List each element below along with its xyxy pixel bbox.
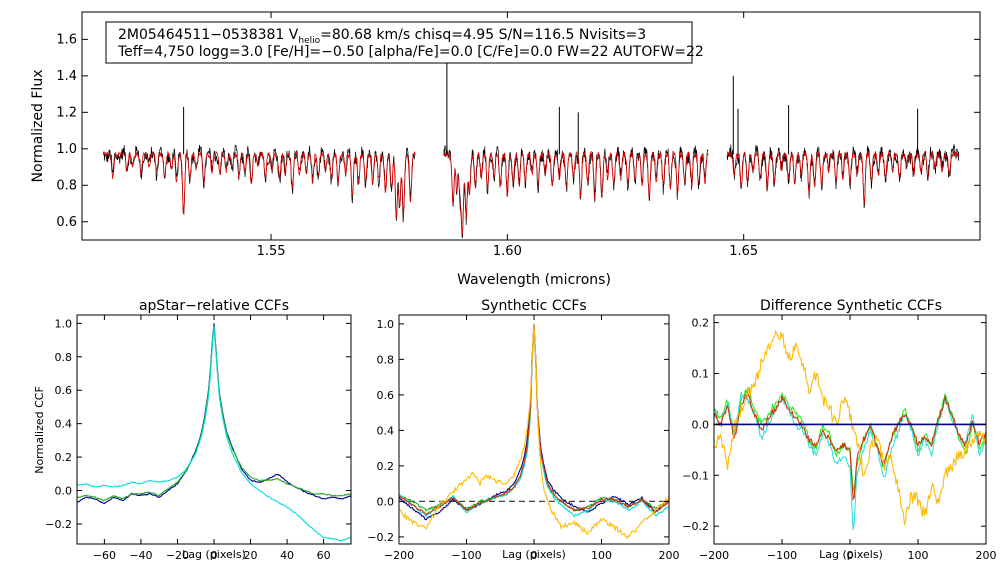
difference-ccf-x-tick-label: 0 — [847, 549, 854, 562]
synthetic-ccf-series-template — [398, 324, 670, 540]
synthetic-ccf-series-visit-3 — [398, 327, 670, 518]
model-spectrum-chip-3 — [726, 150, 960, 205]
synthetic-ccf-x-label: Lag (pixels) — [502, 548, 566, 561]
difference-ccf-x-tick-label: −100 — [767, 549, 797, 562]
synthetic-ccf-y-tick-label: 0.2 — [377, 460, 395, 473]
apstar-ccf-y-tick-label: 0.2 — [55, 451, 73, 464]
difference-ccf-series-visit-3 — [713, 392, 987, 530]
spectrum-x-tick-label: 1.55 — [257, 244, 286, 259]
apstar-ccf-y-tick-label: 0.6 — [55, 384, 73, 397]
difference-ccf-y-tick-label: 0.1 — [692, 368, 710, 381]
synthetic-ccf-x-tick-label: 200 — [659, 549, 680, 562]
apstar-ccf-title: apStar−relative CCFs — [139, 298, 289, 314]
apstar-ccf-x-label: Lag (pixels) — [182, 548, 246, 561]
apstar-ccf-x-tick-label: 0 — [211, 549, 218, 562]
annotation-star-id: 2M05464511−0538381 V — [118, 27, 299, 43]
difference-ccf-x-label: Lag (pixels) — [819, 548, 883, 561]
apstar-ccf-y-tick-label: 0.4 — [55, 418, 73, 431]
apstar-ccf-x-tick-label: 20 — [244, 549, 258, 562]
difference-ccf-plot-area — [713, 329, 987, 530]
spectrum-plot-frame — [81, 11, 981, 241]
apstar-ccf-panel: apStar−relative CCFs −60 −40 −20 0 20 40 60 −0.… — [33, 298, 352, 562]
spectrum-y-tick-label: 1.6 — [56, 32, 77, 47]
difference-ccf-frame — [713, 314, 987, 545]
difference-ccf-y-tick-label: 0.2 — [692, 317, 710, 330]
difference-ccf-y-tick-label: 0.0 — [692, 418, 710, 431]
synthetic-ccf-series-visit-1 — [398, 323, 670, 521]
synthetic-ccf-x-tick-label: −200 — [384, 549, 414, 562]
model-spectrum-chip-2 — [443, 150, 709, 235]
difference-ccf-panel: Difference Synthetic CCFs −200 −100 0 100 20… — [682, 298, 996, 562]
spectrum-annotation-box — [105, 21, 693, 64]
synthetic-ccf-x-tick-label: −100 — [451, 549, 481, 562]
difference-ccf-x-tick-label: −200 — [699, 549, 729, 562]
spectrum-x-label: Wavelength (microns) — [457, 272, 611, 288]
synthetic-ccf-ticks: −200 −100 0 100 200 −0.2 0.0 0.2 0.4 0.6 0.8 1.0 — [367, 315, 680, 562]
synthetic-ccf-series-visit-2 — [398, 325, 670, 512]
apstar-ccf-x-tick-label: 60 — [317, 549, 331, 562]
synthetic-ccf-series-combined — [398, 323, 670, 516]
difference-ccf-series-combined — [713, 391, 987, 501]
difference-ccf-y-tick-label: −0.1 — [682, 469, 709, 482]
spectrum-ticks: 1.55 1.60 1.65 0.6 0.8 1.0 1.2 1.4 1.6 — [56, 12, 980, 259]
spectrum-x-tick-label: 1.65 — [729, 244, 758, 259]
synthetic-ccf-y-tick-label: 0.8 — [377, 353, 395, 366]
apstar-ccf-y-tick-label: −0.2 — [45, 518, 72, 531]
synthetic-ccf-y-tick-label: 0.0 — [377, 495, 395, 508]
difference-ccf-series-template — [713, 329, 987, 527]
spectrum-x-tick-label: 1.60 — [493, 244, 522, 259]
apstar-ccf-x-tick-label: −20 — [166, 549, 189, 562]
synthetic-ccf-y-tick-label: −0.2 — [367, 531, 394, 544]
apstar-ccf-series-visit-2 — [76, 325, 352, 502]
synthetic-ccf-x-tick-label: 0 — [531, 549, 538, 562]
difference-ccf-ticks: −200 −100 0 100 200 −0.2 −0.1 0.0 0.1 0.2 — [682, 315, 997, 562]
apstar-ccf-x-tick-label: −60 — [93, 549, 116, 562]
apstar-ccf-y-tick-label: 0.8 — [55, 351, 73, 364]
apstar-ccf-ticks: −60 −40 −20 0 20 40 60 −0.2 0.0 0.2 0.4 0.6 0.8 1.0 — [45, 315, 351, 562]
apstar-ccf-y-label: Normalized CCF — [33, 386, 46, 474]
difference-ccf-x-tick-label: 100 — [908, 549, 929, 562]
difference-ccf-y-tick-label: −0.2 — [682, 520, 709, 533]
spectrum-y-tick-label: 1.0 — [56, 142, 77, 157]
apstar-ccf-plot-area — [76, 323, 352, 542]
apstar-ccf-y-tick-label: 0.0 — [55, 485, 73, 498]
spectrum-y-tick-label: 1.2 — [56, 105, 77, 120]
difference-ccf-x-tick-label: 200 — [976, 549, 997, 562]
apstar-ccf-y-tick-label: 1.0 — [55, 317, 73, 330]
spectrum-y-tick-label: 0.8 — [56, 178, 77, 193]
synthetic-ccf-y-tick-label: 1.0 — [377, 318, 395, 331]
apstar-ccf-frame — [76, 314, 352, 545]
spectrum-plot-area — [102, 39, 960, 239]
annotation-vhelio-subscript: helio — [298, 36, 320, 46]
difference-ccf-title: Difference Synthetic CCFs — [760, 298, 942, 314]
apstar-ccf-x-tick-label: 40 — [280, 549, 294, 562]
spectrum-y-tick-label: 1.4 — [56, 69, 77, 84]
apstar-ccf-x-tick-label: −40 — [129, 549, 152, 562]
synthetic-ccf-x-tick-label: 100 — [591, 549, 612, 562]
synthetic-ccf-title: Synthetic CCFs — [481, 298, 586, 314]
apstar-ccf-series-visit-3 — [76, 326, 352, 542]
spectrum-panel: 1.55 1.60 1.65 0.6 0.8 1.0 1.2 1.4 1.6 2M0546451… — [30, 11, 981, 288]
spectrum-annotation-line-2: Teff=4,750 logg=3.0 [Fe/H]=−0.50 [alpha/… — [117, 44, 704, 60]
synthetic-ccf-panel: Synthetic CCFs −200 −100 0 100 200 −0.2 0.0 0.2… — [367, 298, 679, 562]
spectrum-annotation-line-1: 2M05464511−0538381 Vhelio=80.68 km/s chi… — [118, 27, 646, 46]
synthetic-ccf-y-tick-label: 0.6 — [377, 389, 395, 402]
model-spectrum-chip-1 — [102, 150, 416, 220]
spectrum-y-label: Normalized Flux — [30, 70, 46, 183]
spectrum-y-tick-label: 0.6 — [56, 215, 77, 230]
synthetic-ccf-plot-area — [398, 323, 670, 540]
annotation-stats: =80.68 km/s chisq=4.95 S/N=116.5 Nvisits… — [320, 27, 646, 43]
apstar-ccf-series-visit-1 — [76, 323, 352, 505]
synthetic-ccf-y-tick-label: 0.4 — [377, 424, 395, 437]
